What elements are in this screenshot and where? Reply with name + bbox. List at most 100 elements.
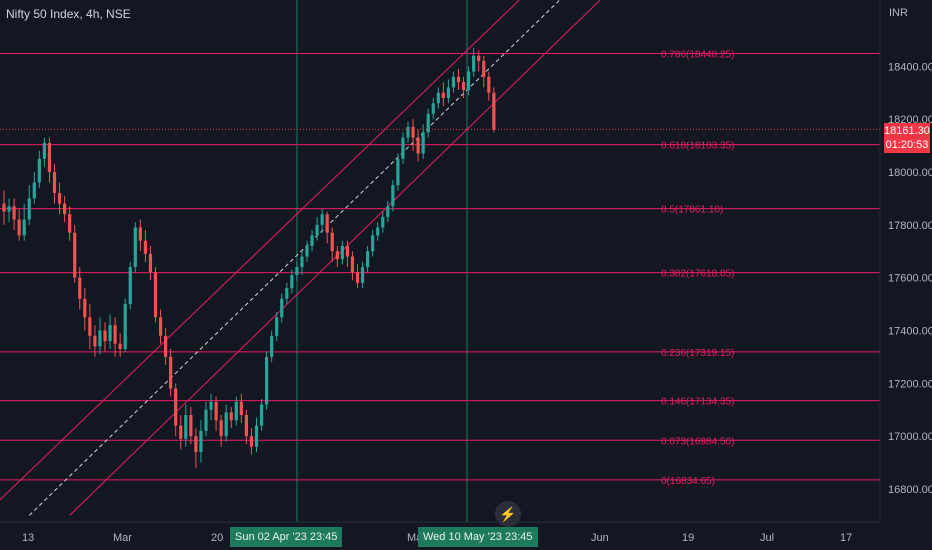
candle-body bbox=[320, 214, 324, 225]
candle-body bbox=[63, 203, 67, 215]
price-tick-label: 17200.00 bbox=[888, 378, 932, 390]
chart-title: Nifty 50 Index, 4h, NSE bbox=[6, 7, 131, 21]
price-tick-label: 17400.00 bbox=[888, 325, 932, 337]
candle-body bbox=[411, 127, 415, 138]
candle-body bbox=[22, 219, 26, 236]
candle-body bbox=[345, 245, 349, 257]
fib-level-label: 0.146(17134.35) bbox=[661, 397, 734, 408]
last-price-value: 18161.30 bbox=[884, 125, 930, 137]
candle-body bbox=[366, 251, 370, 268]
candle-body bbox=[78, 277, 82, 299]
candle-body bbox=[416, 137, 420, 154]
candle-body bbox=[451, 76, 456, 88]
candle-body bbox=[477, 55, 481, 61]
candle-body bbox=[461, 82, 466, 91]
candle-body bbox=[219, 420, 223, 437]
time-tick-label: Jun bbox=[591, 532, 609, 544]
candle-body bbox=[249, 436, 254, 447]
candle-body bbox=[138, 227, 142, 241]
last-price-badge: 18161.30 01:20:53 bbox=[884, 123, 930, 153]
candle-body bbox=[234, 401, 238, 421]
candle-body bbox=[350, 256, 355, 273]
candle-body bbox=[194, 436, 198, 453]
candle-body bbox=[335, 251, 339, 260]
candle-body bbox=[315, 224, 319, 236]
candle-body bbox=[441, 92, 445, 98]
candle-body bbox=[285, 288, 289, 299]
candle-body bbox=[431, 103, 435, 114]
candle-body bbox=[108, 325, 112, 342]
candle-body bbox=[259, 404, 264, 426]
time-tick-label: 13 bbox=[22, 532, 34, 544]
price-tick-label: 18400.00 bbox=[888, 61, 932, 73]
candle-body bbox=[143, 240, 147, 254]
candle-body bbox=[360, 267, 365, 283]
time-tick-label: 17 bbox=[840, 532, 852, 544]
candle-body bbox=[381, 216, 385, 228]
candle-body bbox=[371, 235, 375, 252]
time-tick-label: Jul bbox=[760, 532, 774, 544]
candle-body bbox=[133, 227, 137, 268]
candle-body bbox=[229, 412, 233, 421]
time-tick-label: 20 bbox=[211, 532, 223, 544]
candle-body bbox=[123, 304, 127, 349]
candle-body bbox=[391, 185, 395, 207]
candle-body bbox=[472, 55, 476, 72]
bar-countdown: 01:20:53 bbox=[885, 139, 929, 151]
price-tick-label: 17800.00 bbox=[888, 220, 932, 232]
candle-body bbox=[290, 274, 294, 289]
candle-body bbox=[158, 317, 163, 336]
candle-body bbox=[396, 158, 400, 186]
channel-upper-line bbox=[0, 0, 520, 501]
candle-body bbox=[128, 267, 132, 305]
candle-body bbox=[209, 401, 213, 410]
candle-body bbox=[88, 317, 92, 336]
candle-body bbox=[254, 425, 259, 447]
candle-body bbox=[98, 330, 102, 347]
candle-body bbox=[446, 87, 450, 98]
candle-body bbox=[467, 71, 471, 91]
candle-body bbox=[42, 142, 46, 159]
candle-body bbox=[68, 214, 72, 233]
price-axis[interactable]: 16800.00 17000.00 17200.00 17400.00 17600.00… bbox=[879, 0, 932, 522]
candle-body bbox=[244, 415, 248, 437]
crosshair-date-tag: Wed 10 May '23 23:45 bbox=[418, 527, 538, 547]
candle-body bbox=[189, 415, 193, 437]
candle-body bbox=[386, 206, 390, 217]
candle-body bbox=[17, 219, 21, 236]
candle-body bbox=[436, 92, 440, 104]
lightning-bolt-icon[interactable]: ⚡ bbox=[495, 501, 521, 527]
candle-body bbox=[113, 325, 117, 344]
candle-body bbox=[295, 267, 299, 275]
candle-body bbox=[204, 409, 208, 431]
candle-body bbox=[482, 60, 486, 77]
candle-body bbox=[224, 412, 228, 437]
candle-body bbox=[280, 298, 284, 318]
fib-level-label: 0(16834.65) bbox=[661, 476, 715, 487]
fib-level-label: 0.236(17319.15) bbox=[661, 348, 734, 359]
channel-median-line bbox=[28, 0, 560, 516]
candle-body bbox=[406, 127, 410, 138]
candle-body bbox=[426, 113, 430, 133]
candle-body bbox=[401, 137, 405, 159]
candle-body bbox=[164, 335, 168, 357]
candle-body bbox=[27, 198, 31, 220]
candle-body bbox=[153, 272, 158, 318]
candle-body bbox=[118, 343, 122, 349]
candle-body bbox=[199, 430, 203, 453]
candle-body bbox=[57, 193, 62, 204]
price-tick-label: 16800.00 bbox=[888, 484, 932, 496]
candle-body bbox=[37, 158, 41, 183]
candlestick-series bbox=[2, 47, 496, 468]
candle-body bbox=[305, 245, 309, 257]
fib-level-label: 0.382(17618.85) bbox=[661, 269, 734, 280]
candle-body bbox=[179, 425, 183, 439]
candle-body bbox=[47, 142, 52, 172]
candle-body bbox=[103, 330, 107, 342]
candle-body bbox=[310, 235, 314, 246]
parallel-channel[interactable] bbox=[0, 0, 601, 516]
candle-body bbox=[275, 317, 279, 336]
candle-body bbox=[340, 245, 344, 260]
